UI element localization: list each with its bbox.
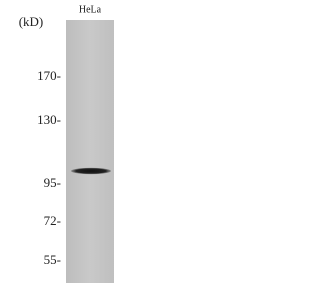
marker-label: 170- bbox=[37, 68, 61, 83]
protein-band bbox=[71, 167, 111, 175]
unit-label: (kD) bbox=[19, 14, 44, 29]
marker-label: 95- bbox=[44, 175, 61, 190]
lane-label: HeLa bbox=[79, 4, 102, 15]
marker-label: 72- bbox=[44, 213, 61, 228]
lane bbox=[66, 20, 114, 283]
marker-label: 130- bbox=[37, 112, 61, 127]
marker-label: 55- bbox=[44, 252, 61, 267]
western-blot: HeLa (kD) 170- 130- 95- 72- 55- bbox=[19, 4, 114, 283]
